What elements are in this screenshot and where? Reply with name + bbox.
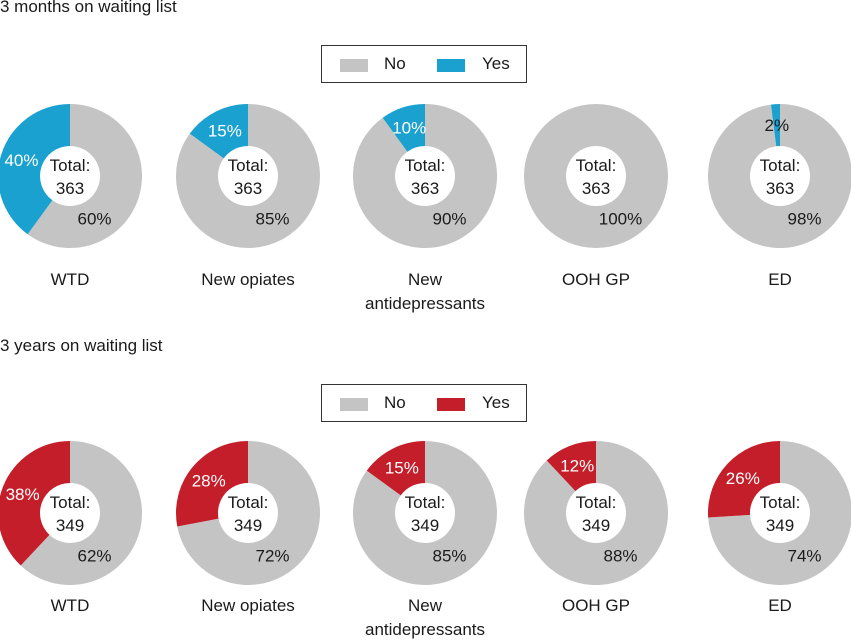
total-label: Total: — [50, 156, 91, 175]
data-label-no: 62% — [77, 546, 111, 565]
slice-yes — [366, 441, 425, 496]
total-value: 363 — [766, 179, 794, 198]
slice-no — [708, 441, 851, 585]
data-label-no: 90% — [432, 209, 466, 228]
legend-swatch-yes — [437, 59, 465, 72]
category-label: New opiates — [201, 596, 295, 615]
total-value: 349 — [411, 516, 439, 535]
panel-title-3-years: 3 years on waiting list — [0, 336, 163, 355]
donut-1-3: Total: 349 12% 88% OOH GP — [523, 441, 668, 615]
data-label-no: 72% — [255, 546, 289, 565]
slice-yes — [770, 104, 780, 147]
donut-0-1: Total: 363 15% 85% New opiates — [176, 104, 321, 289]
donut-0-0: Total: 363 40% 60% WTD — [0, 104, 143, 289]
panel-title-3-months: 3 months on waiting list — [0, 0, 177, 16]
data-label-no: 60% — [77, 209, 111, 228]
slice-yes — [175, 441, 248, 527]
data-label-no: 98% — [787, 209, 821, 228]
legend-label-no: No — [384, 54, 406, 73]
total-value: 349 — [234, 516, 262, 535]
legend-swatch-no — [340, 59, 368, 72]
data-label-yes: 15% — [208, 122, 242, 141]
legend-label-no: No — [384, 393, 406, 412]
total-value: 363 — [411, 179, 439, 198]
total-value: 363 — [582, 179, 610, 198]
data-label-yes: 10% — [392, 118, 426, 137]
legend-swatch-no — [340, 398, 368, 411]
total-label: Total: — [228, 156, 269, 175]
legend-label-yes: Yes — [482, 54, 510, 73]
total-value: 363 — [234, 179, 262, 198]
data-label-yes: 38% — [6, 485, 40, 504]
slice-yes — [189, 104, 248, 159]
total-label: Total: — [576, 493, 617, 512]
category-label: New — [408, 596, 443, 615]
data-label-no: 85% — [432, 546, 466, 565]
total-label: Total: — [50, 493, 91, 512]
legend-3-months: No Yes — [321, 45, 527, 83]
total-label: Total: — [760, 493, 801, 512]
category-label: antidepressants — [365, 294, 485, 313]
data-label-yes: 15% — [385, 459, 419, 478]
data-label-no: 88% — [603, 546, 637, 565]
category-label: OOH GP — [562, 596, 630, 615]
slice-no — [20, 441, 143, 585]
slice-no — [708, 104, 851, 248]
category-label: ED — [768, 270, 792, 289]
category-label: New opiates — [201, 270, 295, 289]
donut-1-2: Total: 349 15% 85% New antidepressants — [353, 440, 497, 639]
slice-no — [176, 104, 321, 248]
total-label: Total: — [405, 493, 446, 512]
data-label-yes: 26% — [726, 469, 760, 488]
legend-label-yes: Yes — [482, 393, 510, 412]
donut-1-0: Total: 349 38% 62% WTD — [0, 441, 143, 615]
slice-no — [523, 441, 668, 586]
total-label: Total: — [576, 156, 617, 175]
legend-3-years: No Yes — [321, 384, 527, 422]
data-label-yes: 12% — [560, 457, 594, 476]
donut-0-3: Total: 363 100% OOH GP — [524, 104, 668, 289]
data-label-no: 100% — [599, 209, 642, 228]
data-label-yes: 28% — [192, 471, 226, 490]
donut-1-1: Total: 349 28% 72% New opiates — [175, 441, 321, 615]
data-label-yes: 40% — [4, 151, 38, 170]
donut-0-4: Total: 363 2% 98% ED — [708, 104, 851, 289]
total-value: 349 — [56, 516, 84, 535]
total-label: Total: — [405, 156, 446, 175]
total-label: Total: — [228, 493, 269, 512]
total-value: 363 — [56, 179, 84, 198]
slice-yes — [0, 441, 70, 566]
total-value: 349 — [582, 516, 610, 535]
total-label: Total: — [760, 156, 801, 175]
category-label: antidepressants — [365, 620, 485, 639]
donut-0-2: Total: 363 10% 90% New antidepressants — [353, 104, 498, 313]
slice-yes — [0, 104, 70, 235]
legend-swatch-yes — [437, 398, 465, 411]
slice-yes — [708, 441, 780, 518]
category-label: ED — [768, 596, 792, 615]
category-label: OOH GP — [562, 270, 630, 289]
data-label-no: 85% — [255, 209, 289, 228]
data-label-yes: 2% — [765, 116, 790, 135]
slice-no — [353, 104, 498, 248]
slice-no — [353, 440, 497, 585]
slice-yes — [546, 441, 596, 492]
category-label: WTD — [51, 596, 90, 615]
slice-no — [177, 441, 321, 585]
category-label: WTD — [51, 270, 90, 289]
slice-yes — [382, 104, 425, 152]
data-label-no: 74% — [787, 546, 821, 565]
slice-no — [524, 104, 668, 248]
donut-1-4: Total: 349 26% 74% ED — [708, 441, 851, 615]
total-value: 349 — [766, 516, 794, 535]
slice-no — [27, 104, 143, 249]
category-label: New — [408, 270, 443, 289]
